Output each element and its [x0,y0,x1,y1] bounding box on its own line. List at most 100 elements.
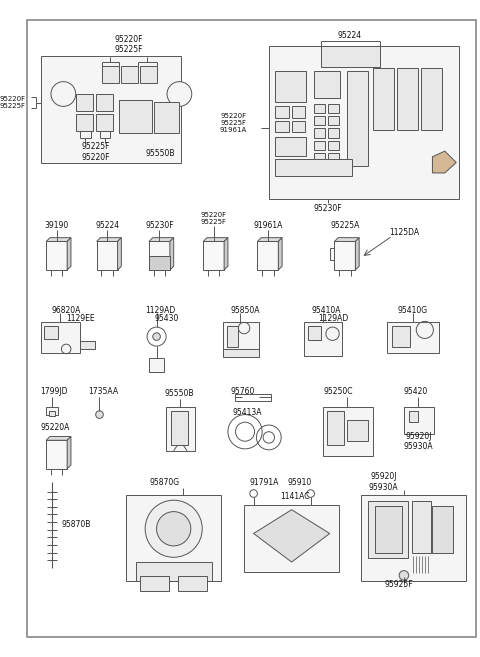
Bar [393,326,409,347]
Polygon shape [278,238,282,270]
Bar [149,359,164,372]
Bar [313,104,325,113]
Bar [235,394,271,401]
Bar [387,323,439,353]
Bar [308,326,321,340]
Text: 95760: 95760 [231,387,255,396]
Bar [276,106,289,118]
Text: 95250C: 95250C [323,387,352,396]
Bar [276,71,306,102]
Bar [276,121,289,132]
Polygon shape [253,510,330,562]
Bar [46,440,67,469]
Polygon shape [67,238,71,270]
Bar [276,159,351,176]
Text: 95230F: 95230F [145,221,174,230]
Bar [368,501,408,558]
Bar [223,323,259,351]
Bar [373,68,395,130]
Bar [323,407,372,457]
Text: 1129AD: 1129AD [145,306,175,315]
Text: 1799JD: 1799JD [40,387,68,396]
Bar [313,141,325,150]
Bar [244,505,339,572]
Text: 95225F
95220F: 95225F 95220F [82,143,110,162]
Bar [81,342,95,349]
Text: 91791A: 91791A [250,478,279,487]
Bar [347,420,368,442]
Text: 1735AA: 1735AA [88,387,118,396]
Text: 95870B: 95870B [61,520,90,530]
Bar [46,407,58,415]
Bar [335,242,355,270]
Bar [328,141,339,150]
Text: 95910: 95910 [288,478,312,487]
Bar [96,114,113,131]
Bar [361,495,466,581]
Bar [223,349,259,357]
Text: 1141AC: 1141AC [280,492,309,501]
Bar [40,56,181,164]
Bar [171,411,188,445]
Bar [76,94,93,111]
Polygon shape [224,238,228,270]
Bar [149,242,170,270]
Bar [166,407,194,451]
Text: 95870G: 95870G [150,478,180,487]
Text: 95410A: 95410A [312,306,341,315]
Text: 91961A: 91961A [253,221,283,230]
Text: 95220F
95225F: 95220F 95225F [201,212,227,225]
Text: 95920J
95930A: 95920J 95930A [369,472,398,492]
Bar [126,495,221,581]
Bar [328,128,339,138]
Polygon shape [355,238,359,270]
Text: 95413A: 95413A [232,408,262,417]
Bar [328,153,339,162]
Text: 95430: 95430 [155,314,179,323]
Bar [257,242,278,270]
Bar [149,256,170,270]
Bar [96,242,118,270]
Bar [397,68,418,130]
Bar [292,106,305,118]
Bar [96,94,113,111]
Bar [375,506,402,553]
Circle shape [167,81,192,106]
Text: 95550B: 95550B [145,149,175,158]
Text: 95420: 95420 [404,387,428,396]
Bar [328,104,339,113]
Text: 95230F: 95230F [313,204,342,213]
Bar [304,323,342,355]
Text: 39190: 39190 [45,221,69,230]
Bar [327,411,344,445]
Bar [269,47,459,198]
Polygon shape [432,151,456,173]
Bar [76,114,93,131]
Circle shape [156,512,191,546]
Text: 96820A: 96820A [52,306,81,315]
Bar [102,66,119,83]
Polygon shape [46,238,71,242]
Polygon shape [46,436,71,440]
Text: 95224: 95224 [95,221,119,230]
Polygon shape [149,238,174,242]
Bar [328,116,339,125]
Text: 95550B: 95550B [164,389,193,398]
Bar [179,576,207,591]
Text: 95850A: 95850A [231,306,260,315]
Bar [313,116,325,125]
Bar [140,66,156,83]
Bar [421,68,442,130]
Bar [408,411,418,422]
Text: 95410G: 95410G [397,306,427,315]
Bar [276,137,306,156]
Bar [330,248,335,260]
Bar [140,576,169,591]
Text: 95220F
95225F: 95220F 95225F [0,96,25,109]
Bar [404,407,434,434]
Bar [40,323,81,353]
Text: 1129AD: 1129AD [318,314,348,323]
Polygon shape [118,238,121,270]
Polygon shape [67,436,71,469]
Text: 95220A: 95220A [40,423,70,432]
